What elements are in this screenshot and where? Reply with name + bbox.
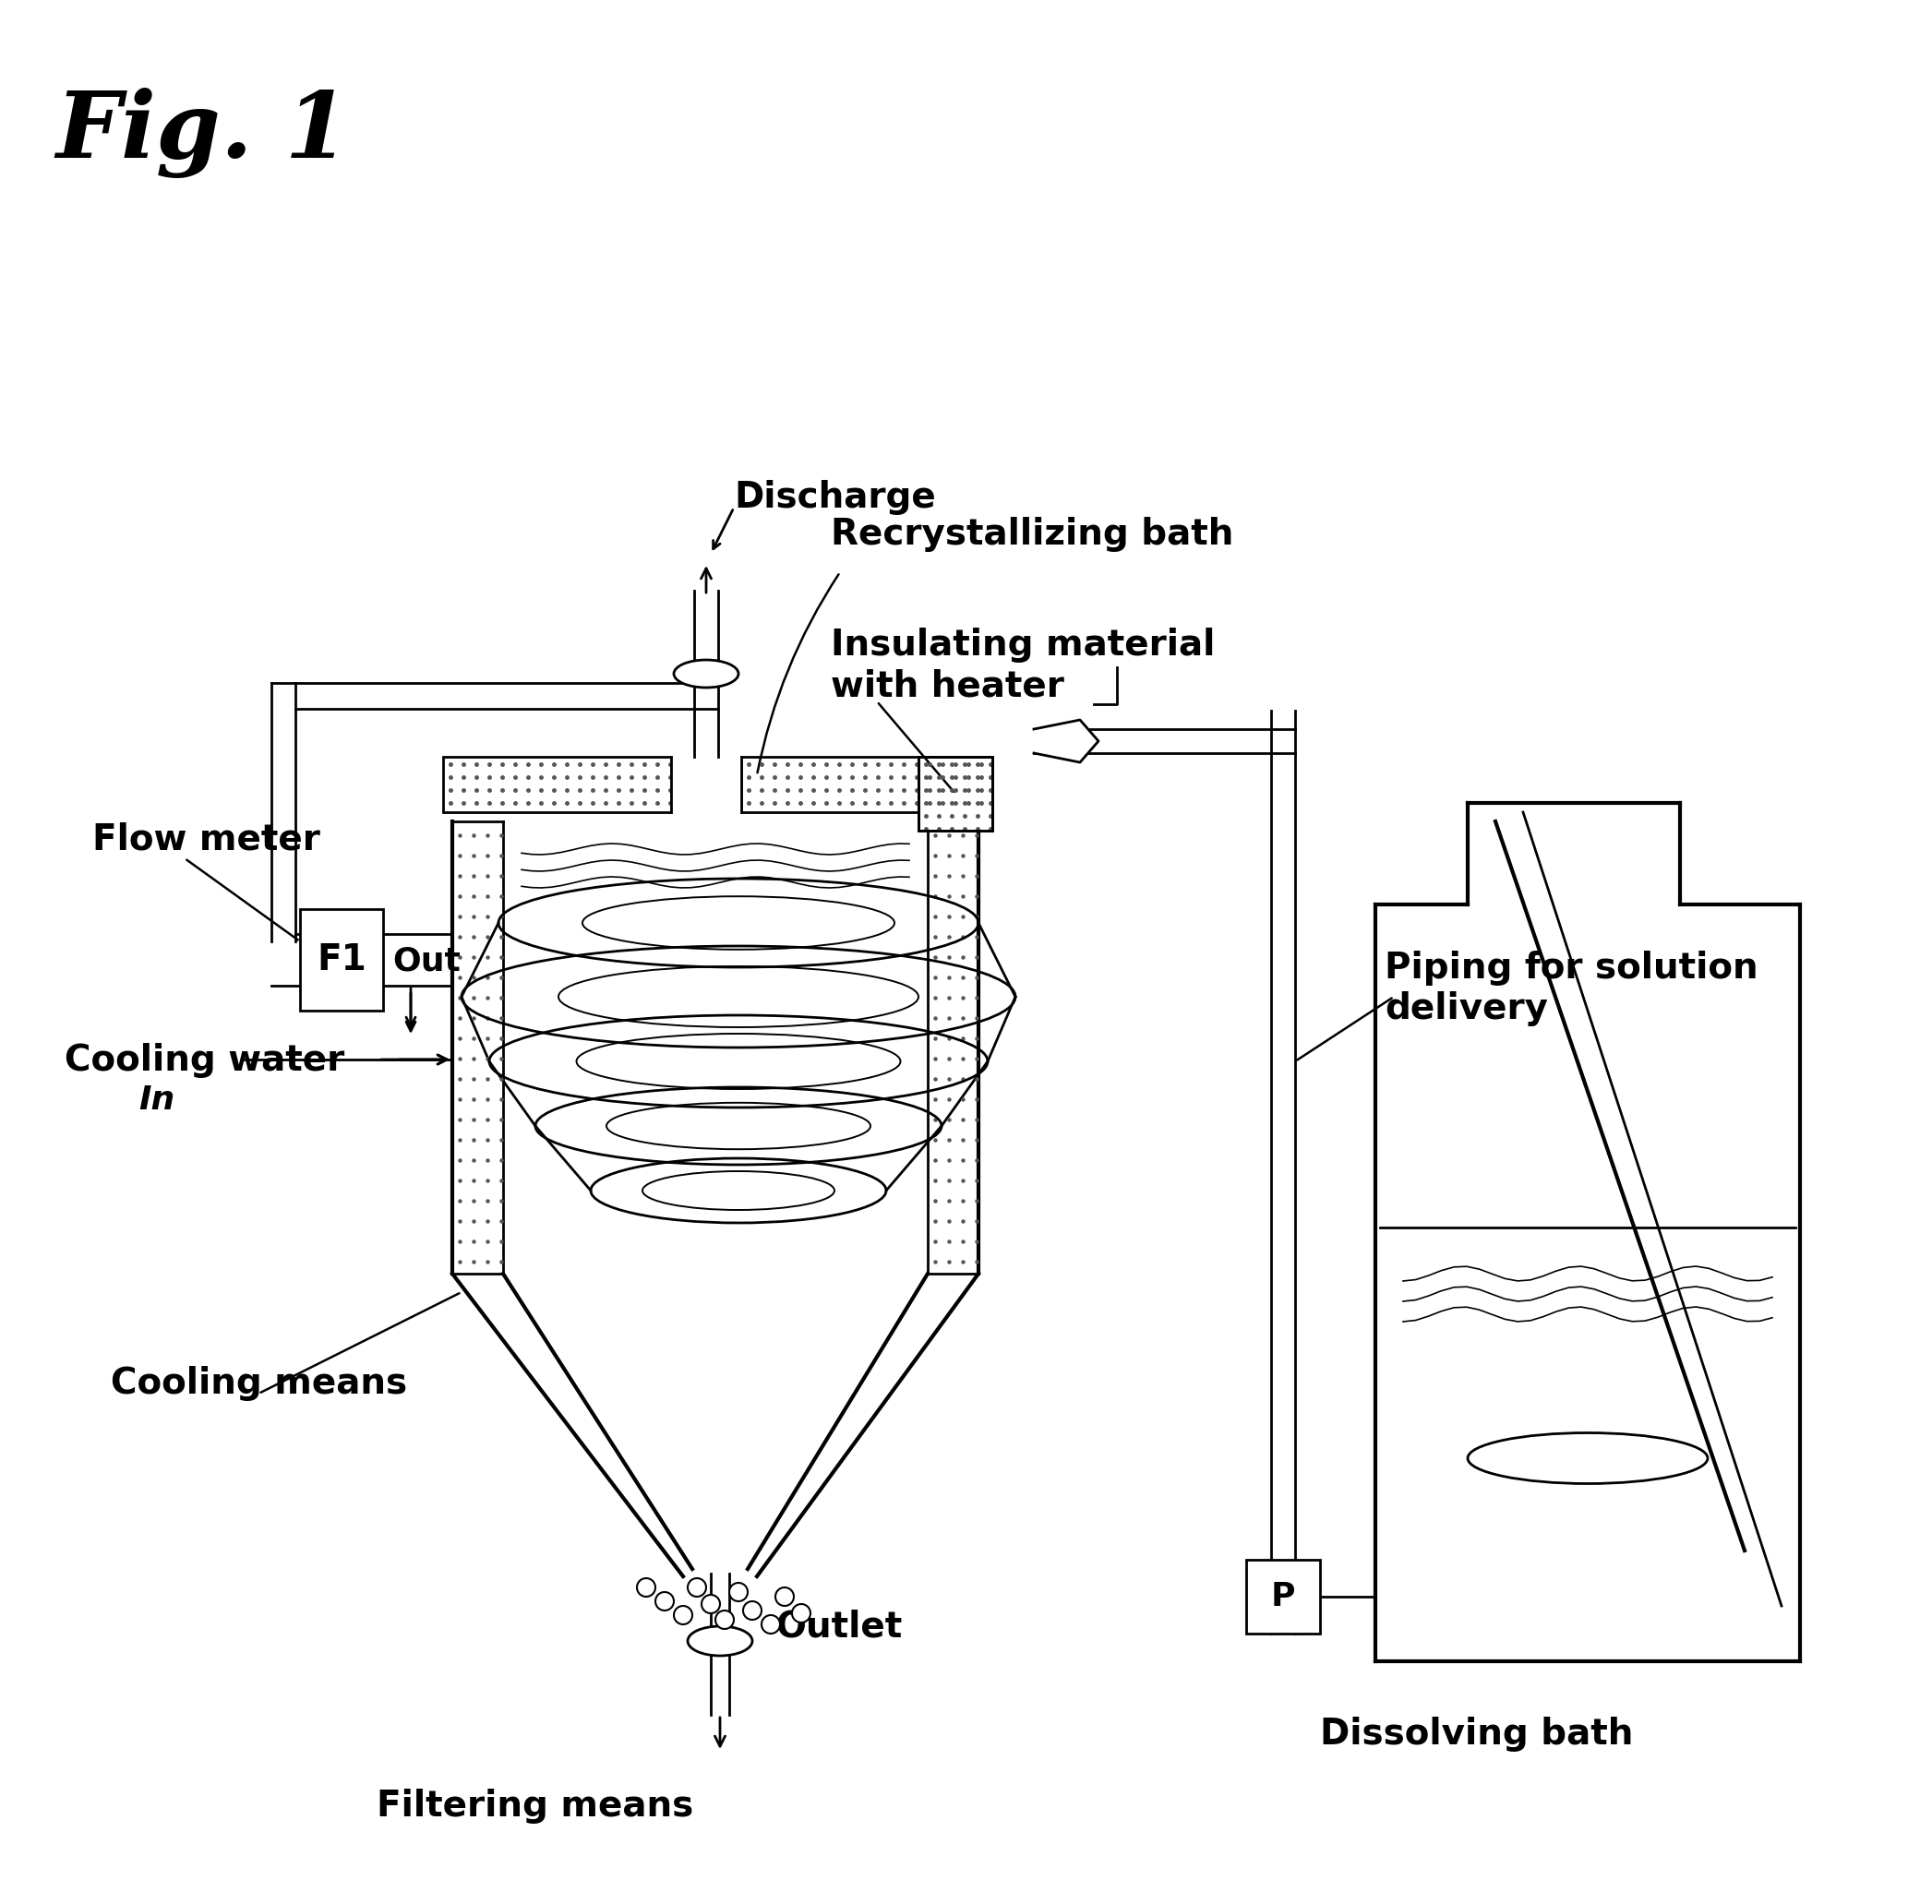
- Text: Fig. 1: Fig. 1: [56, 88, 350, 179]
- Circle shape: [761, 1615, 781, 1634]
- Polygon shape: [1034, 720, 1099, 762]
- Circle shape: [638, 1578, 655, 1597]
- Circle shape: [655, 1592, 674, 1611]
- Text: Out: Out: [392, 944, 460, 977]
- Circle shape: [792, 1603, 810, 1622]
- Text: Insulating material
with heater: Insulating material with heater: [831, 628, 1215, 703]
- Circle shape: [744, 1601, 761, 1620]
- Text: In: In: [139, 1085, 174, 1116]
- Text: Discharge: Discharge: [734, 480, 935, 514]
- Text: Cooling means: Cooling means: [110, 1365, 408, 1401]
- Bar: [299, 908, 383, 1011]
- Text: Filtering means: Filtering means: [377, 1788, 694, 1824]
- Bar: [918, 756, 993, 830]
- Text: Flow meter: Flow meter: [93, 821, 321, 857]
- Text: Cooling water: Cooling water: [64, 1043, 344, 1078]
- Text: Piping for solution
delivery: Piping for solution delivery: [1385, 950, 1758, 1026]
- Bar: [742, 756, 987, 813]
- Bar: [1246, 1559, 1320, 1634]
- Circle shape: [688, 1578, 707, 1597]
- Bar: [442, 756, 670, 813]
- Text: Recrystallizing bath: Recrystallizing bath: [831, 516, 1233, 552]
- Text: F1: F1: [317, 942, 367, 977]
- Text: P: P: [1271, 1580, 1294, 1613]
- Text: Dissolving bath: Dissolving bath: [1320, 1717, 1634, 1752]
- Circle shape: [728, 1582, 748, 1601]
- Circle shape: [775, 1588, 794, 1605]
- Ellipse shape: [688, 1626, 752, 1656]
- Circle shape: [701, 1596, 721, 1613]
- Circle shape: [674, 1605, 692, 1624]
- Text: Outlet: Outlet: [775, 1609, 902, 1645]
- Ellipse shape: [674, 661, 738, 687]
- Circle shape: [715, 1611, 734, 1630]
